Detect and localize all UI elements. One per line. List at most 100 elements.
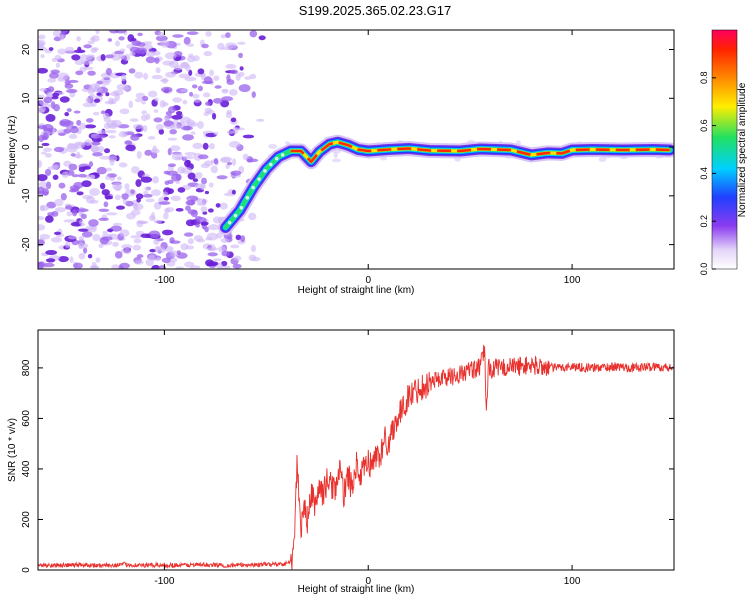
noise-speck — [145, 50, 156, 57]
snr-ylabel: SNR (10 * v/v) — [7, 418, 18, 482]
noise-speck — [48, 47, 54, 51]
noise-speck — [182, 99, 188, 105]
noise-speck — [108, 155, 118, 163]
noise-speck — [57, 48, 67, 55]
noise-speck — [177, 187, 186, 193]
noise-speck — [226, 161, 233, 166]
noise-speck — [170, 195, 181, 202]
noise-speck — [221, 89, 229, 94]
noise-speck — [221, 260, 228, 267]
noise-speck — [151, 74, 163, 80]
noise-speck — [183, 232, 194, 237]
noise-speck — [111, 264, 120, 269]
noise-speck — [53, 164, 59, 169]
noise-speck — [380, 156, 388, 161]
noise-speck — [178, 73, 190, 79]
noise-speck — [96, 166, 107, 175]
noise-speck — [110, 225, 122, 232]
noise-speck — [164, 52, 177, 60]
noise-speck — [68, 134, 78, 139]
snr-ytick-label: 600 — [21, 410, 32, 427]
noise-speck — [54, 231, 62, 235]
noise-speck — [144, 149, 153, 156]
noise-speck — [221, 250, 231, 257]
noise-speck — [212, 216, 222, 224]
snr-y-axis: 0 200 400 600 800 — [21, 359, 674, 573]
noise-speck — [92, 47, 99, 51]
noise-speck — [103, 201, 109, 208]
noise-speck — [79, 66, 87, 73]
noise-speck — [52, 92, 60, 97]
noise-speck — [88, 219, 99, 227]
noise-speck — [176, 252, 188, 259]
noise-speck — [116, 83, 129, 91]
noise-speck — [42, 132, 49, 141]
noise-speck — [137, 32, 143, 37]
noise-speck — [112, 241, 119, 247]
noise-speck — [96, 92, 102, 96]
noise-speck — [191, 84, 198, 89]
noise-speck — [209, 69, 215, 77]
noise-speck — [168, 60, 179, 68]
noise-speck — [57, 72, 69, 80]
ridge-dot — [269, 162, 273, 167]
noise-speck — [118, 53, 125, 60]
noise-speck — [99, 236, 109, 245]
noise-speck — [51, 95, 59, 100]
noise-speck — [53, 146, 65, 153]
noise-speck — [105, 67, 112, 76]
noise-speck — [106, 228, 114, 232]
noise-speck — [38, 216, 45, 221]
noise-speck — [78, 242, 84, 249]
noise-speck — [81, 60, 94, 65]
noise-speck — [167, 163, 176, 167]
ridge-dot — [245, 195, 250, 200]
noise-speck — [59, 96, 70, 103]
ridge-dot — [233, 213, 238, 218]
noise-speck — [175, 266, 185, 269]
noise-speck — [193, 235, 204, 242]
noise-speck — [162, 191, 168, 197]
noise-speck — [233, 255, 242, 261]
noise-speck — [194, 172, 203, 179]
noise-speck — [105, 212, 118, 216]
noise-speck — [171, 152, 184, 161]
noise-speck — [186, 199, 196, 206]
noise-speck — [145, 56, 156, 64]
spectrogram-ytick-label: -20 — [21, 237, 32, 252]
noise-speck — [77, 208, 89, 213]
noise-speck — [85, 118, 94, 123]
snr-xtick-label: -100 — [154, 576, 174, 587]
noise-speck — [130, 209, 141, 216]
noise-speck — [49, 72, 59, 79]
noise-speck — [186, 43, 195, 47]
noise-speck — [210, 165, 218, 174]
noise-speck — [134, 71, 144, 79]
noise-speck — [181, 125, 193, 131]
noise-speck — [158, 201, 171, 205]
noise-speck — [95, 257, 101, 263]
noise-speck — [187, 55, 196, 63]
noise-speck — [153, 117, 163, 123]
noise-speck — [225, 32, 231, 38]
snr-xtick-label: 0 — [365, 576, 371, 587]
snr-ytick-label: 400 — [21, 460, 32, 477]
noise-speck — [64, 83, 74, 89]
noise-speck — [92, 233, 101, 242]
noise-speck — [118, 130, 128, 138]
noise-speck — [167, 147, 172, 156]
noise-speck — [251, 257, 261, 262]
noise-speck — [76, 191, 84, 196]
noise-speck — [202, 211, 208, 215]
noise-speck — [187, 238, 194, 245]
noise-speck — [70, 153, 76, 157]
noise-speck — [147, 90, 158, 98]
ridge-dot — [274, 156, 279, 161]
noise-speck — [161, 229, 174, 236]
noise-speck — [150, 148, 160, 154]
noise-speck — [107, 38, 113, 42]
noise-speck — [248, 212, 257, 221]
noise-speck — [118, 162, 128, 168]
noise-speck — [114, 250, 123, 259]
